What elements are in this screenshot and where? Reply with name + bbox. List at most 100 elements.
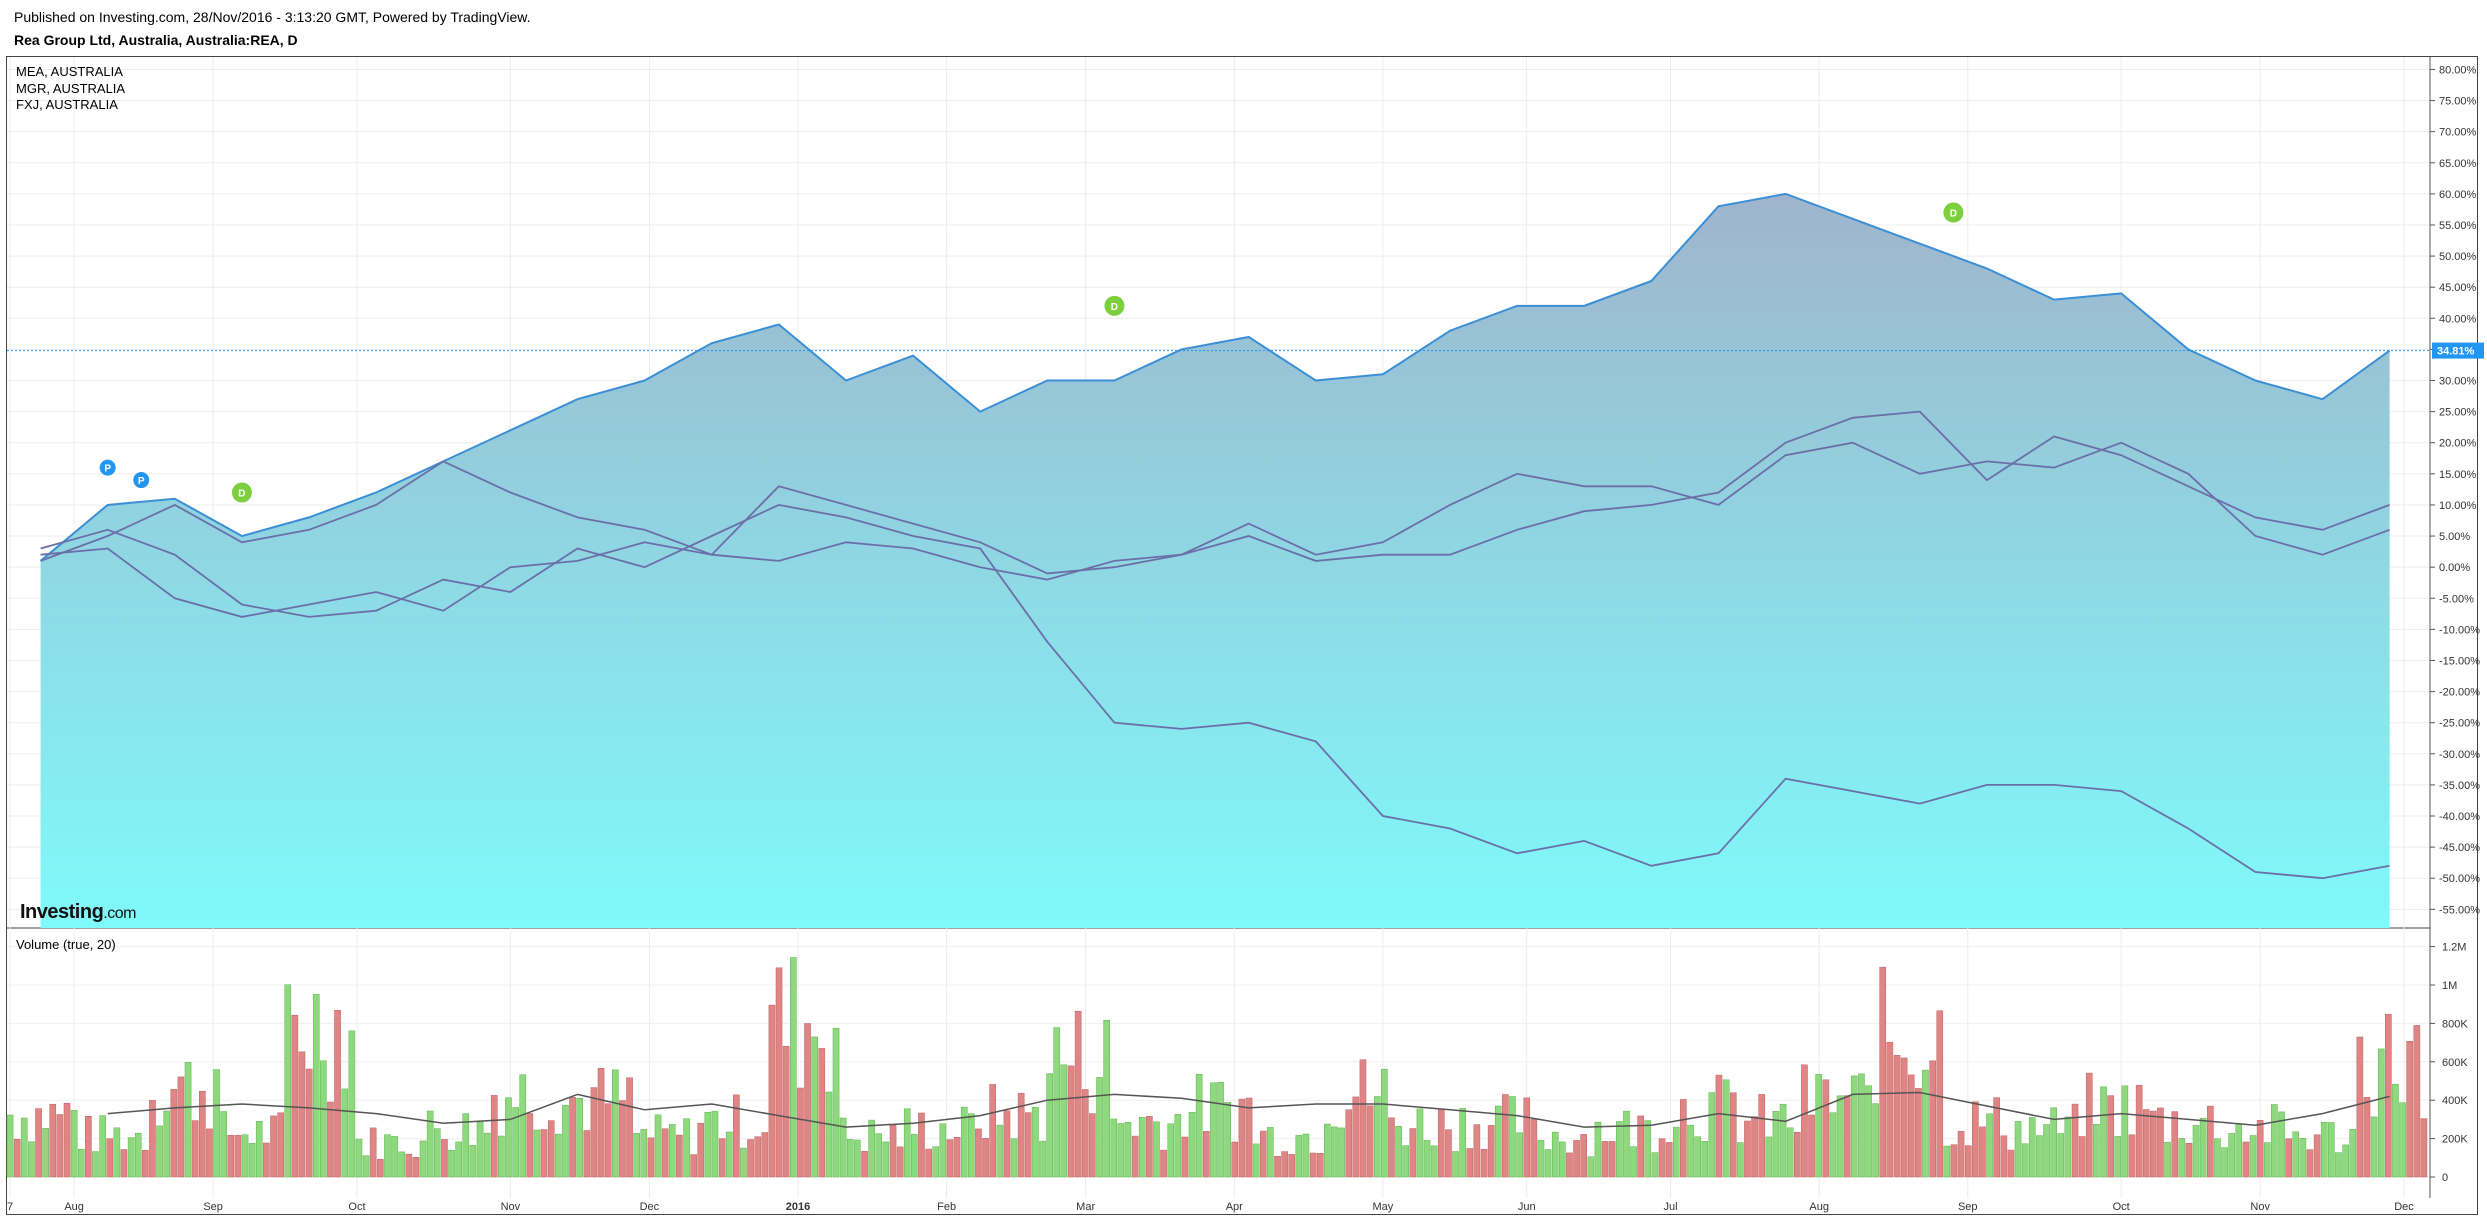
legend-item-mgr[interactable]: MGR, AUSTRALIA bbox=[16, 80, 126, 96]
volume-bar bbox=[839, 1117, 847, 1178]
volume-bar bbox=[1103, 1019, 1110, 1178]
volume-bar bbox=[2399, 1102, 2406, 1178]
volume-bar bbox=[1672, 1126, 1680, 1178]
volume-bar bbox=[2185, 1142, 2193, 1178]
volume-bar bbox=[1509, 1096, 1516, 1178]
volume-bar bbox=[1046, 1073, 1053, 1178]
volume-bar bbox=[2299, 1138, 2307, 1178]
volume-bar bbox=[2043, 1124, 2050, 1178]
volume-bar bbox=[1957, 1130, 1965, 1178]
volume-bar bbox=[362, 1155, 370, 1178]
volume-bar bbox=[142, 1149, 149, 1178]
volume-bar bbox=[1651, 1152, 1659, 1178]
volume-bar bbox=[1872, 1103, 1879, 1178]
volume-bar bbox=[569, 1097, 576, 1178]
volume-bar bbox=[889, 1124, 897, 1178]
dividend-badge bbox=[231, 482, 252, 503]
volume-bar bbox=[1907, 1074, 1915, 1178]
price-tick-label: 40.00% bbox=[2439, 313, 2477, 325]
volume-bar bbox=[2093, 1124, 2100, 1178]
volume-bar bbox=[861, 1151, 868, 1178]
price-axis[interactable]: 80.00% 75.00% 70.00% 65.00% 60.00% 55.00% 50.0… bbox=[7, 57, 2484, 1198]
price-tick-label: -55.00% bbox=[2439, 904, 2480, 916]
legend: MEA, AUSTRALIA MGR, AUSTRALIA FXJ, AUSTR… bbox=[16, 64, 125, 114]
volume-bar bbox=[498, 1135, 505, 1178]
volume-bar bbox=[149, 1100, 156, 1178]
volume-bar bbox=[576, 1097, 583, 1178]
volume-bar bbox=[1074, 1010, 1082, 1178]
volume-bar bbox=[199, 1090, 206, 1178]
volume-bar bbox=[526, 1113, 534, 1178]
volume-bar bbox=[975, 1128, 982, 1178]
price-tick-label: 60.00% bbox=[2439, 189, 2477, 201]
volume-bar bbox=[854, 1139, 861, 1178]
volume-bar bbox=[1288, 1154, 1296, 1178]
volume-bar bbox=[626, 1077, 633, 1178]
volume-bar bbox=[2057, 1133, 2065, 1178]
price-tick-label: 75.00% bbox=[2439, 96, 2477, 108]
price-tick-label: 45.00% bbox=[2439, 282, 2477, 294]
volume-bar bbox=[2107, 1095, 2114, 1178]
event-badges: P P D D D bbox=[99, 202, 1964, 503]
time-axis[interactable]: 7 Aug Sep Oct Nov Dec 2016 Feb Mar Apr May Jun Jul Au… bbox=[7, 1201, 2414, 1213]
volume-bar bbox=[92, 1151, 99, 1178]
price-tick-label: 5.00% bbox=[2439, 531, 2470, 543]
time-tick-label: Nov bbox=[2250, 1201, 2270, 1213]
volume-bar bbox=[1487, 1125, 1495, 1178]
volume-bar bbox=[1502, 1094, 1509, 1178]
volume-bar bbox=[1338, 1127, 1345, 1178]
volume-bar bbox=[647, 1137, 655, 1178]
volume-bar bbox=[2028, 1117, 2036, 1178]
volume-bar bbox=[718, 1138, 726, 1178]
volume-bar bbox=[1203, 1131, 1210, 1178]
time-tick-label: 7 bbox=[7, 1201, 13, 1213]
volume-bar bbox=[2228, 1133, 2235, 1178]
volume-bar bbox=[1067, 1065, 1075, 1178]
volume-bar bbox=[255, 1121, 263, 1178]
volume-bar bbox=[85, 1116, 92, 1178]
price-tick-label: 25.00% bbox=[2439, 407, 2477, 419]
volume-bar bbox=[2392, 1083, 2399, 1178]
volume-bar bbox=[1445, 1129, 1452, 1178]
volume-bar bbox=[668, 1124, 676, 1178]
volume-bar bbox=[1566, 1152, 1573, 1178]
logo-suffix: .com bbox=[103, 905, 136, 922]
volume-bar bbox=[1900, 1057, 1908, 1178]
volume-bars bbox=[6, 957, 2428, 1178]
volume-bar bbox=[953, 1137, 961, 1178]
volume-bar bbox=[1687, 1124, 1694, 1178]
volume-bar bbox=[1252, 1143, 1260, 1178]
time-tick-label: Jun bbox=[1518, 1201, 1536, 1213]
volume-bar bbox=[1381, 1068, 1388, 1178]
badge-letter: D bbox=[1950, 209, 1957, 220]
volume-bar bbox=[811, 1036, 818, 1178]
volume-bar bbox=[555, 1133, 562, 1178]
volume-bar bbox=[1708, 1092, 1716, 1178]
legend-item-fxj[interactable]: FXJ, AUSTRALIA bbox=[16, 97, 118, 112]
volume-bar bbox=[818, 1048, 826, 1178]
badge-letter: D bbox=[238, 489, 245, 500]
legend-item-mea[interactable]: MEA, AUSTRALIA bbox=[16, 64, 123, 79]
vol-tick-label: 200K bbox=[2442, 1134, 2468, 1146]
volume-bar bbox=[790, 957, 797, 1178]
volume-bar bbox=[2192, 1125, 2200, 1178]
volume-title: Volume (true, 20) bbox=[16, 937, 116, 952]
volume-axis[interactable]: 1.2M 1M 800K 600K 400K 200K 0 bbox=[2430, 942, 2468, 1184]
volume-bar bbox=[99, 1115, 106, 1178]
volume-bar bbox=[134, 1132, 142, 1178]
volume-bar bbox=[868, 1119, 875, 1178]
event-badge-p bbox=[99, 459, 116, 476]
volume-bar bbox=[270, 1115, 277, 1178]
volume-bar bbox=[804, 1023, 811, 1178]
volume-bar bbox=[341, 1088, 349, 1178]
volume-bar bbox=[213, 1069, 220, 1178]
volume-bar bbox=[483, 1132, 491, 1178]
volume-bar bbox=[35, 1108, 42, 1178]
volume-bar bbox=[1466, 1148, 1474, 1178]
volume-bar bbox=[298, 1051, 306, 1178]
volume-bar bbox=[1302, 1133, 1310, 1178]
volume-bar bbox=[1081, 1089, 1089, 1178]
volume-bar bbox=[1188, 1112, 1196, 1178]
volume-bar bbox=[263, 1142, 270, 1178]
